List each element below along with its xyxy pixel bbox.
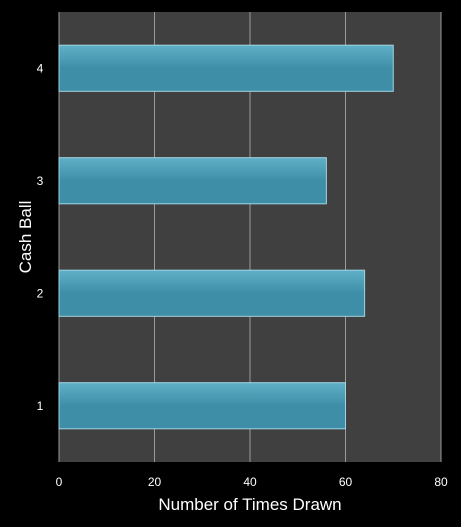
x-tick-label: 40 — [243, 475, 257, 489]
bar-4 — [58, 44, 394, 92]
y-tick-label: 3 — [37, 174, 44, 188]
x-tick-label: 80 — [434, 475, 448, 489]
x-tick-label: 60 — [339, 475, 353, 489]
x-tick-labels: 0 20 40 60 80 — [56, 475, 448, 489]
bars — [58, 44, 394, 430]
y-tick-label: 4 — [37, 61, 44, 75]
y-axis-title: Cash Ball — [16, 201, 35, 274]
bar-1 — [58, 382, 346, 430]
y-tick-label: 2 — [37, 286, 44, 300]
x-axis-title: Number of Times Drawn — [158, 495, 341, 514]
x-tick-label: 20 — [148, 475, 162, 489]
bar-2 — [58, 269, 366, 317]
bar-3 — [58, 157, 327, 205]
x-tick-label: 0 — [56, 475, 63, 489]
y-tick-label: 1 — [37, 399, 44, 413]
y-tick-labels: 1 2 3 4 — [37, 61, 44, 413]
